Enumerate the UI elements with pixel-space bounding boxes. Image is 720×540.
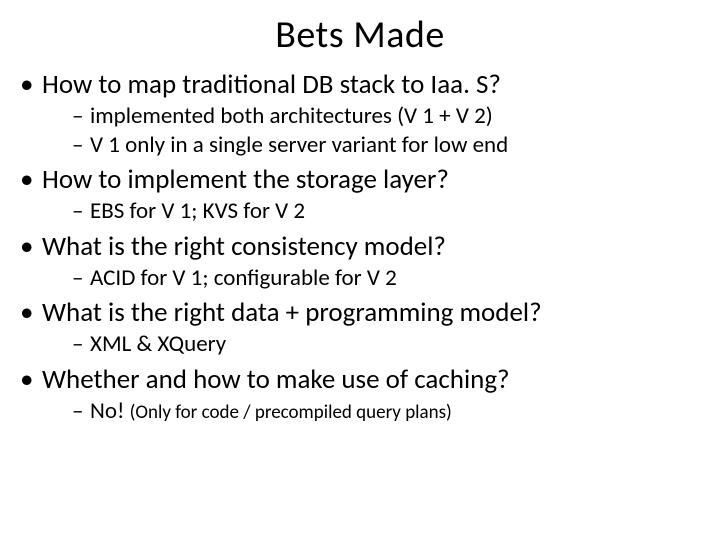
sub-item: XML & XQuery (72, 330, 704, 359)
sub-list: ACID for V 1; configurable for V 2 (42, 264, 704, 293)
bullet-item: How to implement the storage layer? EBS … (16, 163, 704, 226)
bullet-item: How to map traditional DB stack to Iaa. … (16, 68, 704, 159)
slide-title: Bets Made (10, 12, 710, 58)
sub-item: EBS for V 1; KVS for V 2 (72, 197, 704, 226)
bullet-list: How to map traditional DB stack to Iaa. … (10, 68, 710, 425)
sub-item: V 1 only in a single server variant for … (72, 131, 704, 160)
sub-text: XML & XQuery (90, 330, 226, 358)
sub-list: XML & XQuery (42, 330, 704, 359)
slide: Bets Made How to map traditional DB stac… (0, 0, 720, 540)
sub-item: ACID for V 1; configurable for V 2 (72, 264, 704, 293)
sub-item: No! (Only for code / precompiled query p… (72, 397, 704, 426)
bullet-text: What is the right data + programming mod… (42, 296, 542, 329)
bullet-text: Whether and how to make use of caching? (42, 363, 510, 396)
sub-text: V 1 only in a single server variant for … (90, 131, 508, 159)
sub-list: implemented both architectures (V 1 + V … (42, 102, 704, 160)
bullet-text: How to map traditional DB stack to Iaa. … (42, 68, 501, 101)
sub-text-small: (Only for code / precompiled query plans… (130, 401, 452, 424)
sub-list: EBS for V 1; KVS for V 2 (42, 197, 704, 226)
sub-item: implemented both architectures (V 1 + V … (72, 102, 704, 131)
bullet-item: What is the right data + programming mod… (16, 296, 704, 359)
bullet-item: Whether and how to make use of caching? … (16, 363, 704, 426)
bullet-text: What is the right consistency model? (42, 230, 446, 263)
sub-text: EBS for V 1; KVS for V 2 (90, 197, 305, 225)
sub-text: implemented both architectures (V 1 + V … (90, 102, 493, 130)
sub-list: No! (Only for code / precompiled query p… (42, 397, 704, 426)
sub-text: ACID for V 1; configurable for V 2 (90, 264, 397, 292)
bullet-item: What is the right consistency model? ACI… (16, 230, 704, 293)
sub-text-lead: No! (90, 397, 130, 425)
bullet-text: How to implement the storage layer? (42, 163, 449, 196)
